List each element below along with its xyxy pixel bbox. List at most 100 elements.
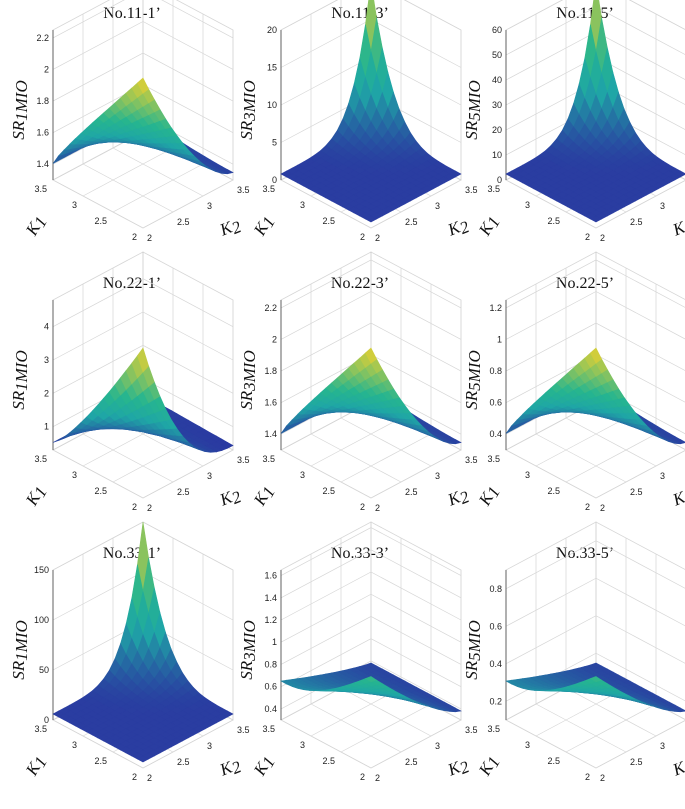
k2-tick-label: 3.5 [465, 725, 478, 735]
k1-axis-label: K1 [475, 752, 504, 781]
k1-tick-label: 2 [360, 232, 365, 242]
k2-tick-label: 3 [660, 741, 665, 751]
k1-axis-label: K1 [250, 482, 279, 511]
z-tick-label: 1.6 [264, 571, 277, 581]
z-tick-label: 0.4 [264, 704, 277, 714]
surface-mesh [53, 522, 233, 762]
z-tick-label: 1 [497, 334, 502, 344]
k1-tick-label: 2 [585, 232, 590, 242]
k2-axis-label: K2 [444, 214, 472, 242]
k1-tick-label: 2.5 [322, 756, 335, 766]
surface-mesh [506, 348, 685, 444]
k1-tick-label: 3.5 [34, 724, 47, 734]
surface-panel: No.33-1’05010015022.533.522.533.5SR1MIOK… [9, 522, 250, 783]
z-axis-label: SR5MIO [462, 620, 484, 680]
k2-tick-label: 2.5 [405, 757, 418, 767]
z-tick-label: 0.8 [489, 366, 502, 376]
surface-mesh [281, 348, 461, 444]
z-tick-label: 1.2 [264, 615, 277, 625]
k1-tick-label: 3 [72, 200, 77, 210]
k2-tick-label: 2 [147, 233, 152, 243]
z-ticks: 0.20.40.60.8 [489, 584, 502, 707]
chart-title: No.11-1’ [103, 5, 161, 22]
axes-grid [281, 522, 461, 768]
z-tick-label: 40 [492, 75, 502, 85]
k2-axis-label: K2 [216, 484, 244, 512]
surface-panel: No.33-5’0.20.40.60.822.533.522.533.5SR5M… [462, 522, 685, 783]
surface-mesh [281, 0, 461, 222]
k2-tick-label: 2.5 [177, 487, 190, 497]
k2-tick-label: 3 [660, 201, 665, 211]
z-ticks: 0.40.60.811.2 [489, 303, 502, 439]
z-tick-label: 1.6 [36, 128, 49, 138]
k2-tick-label: 3 [207, 471, 212, 481]
z-tick-label: 2 [44, 64, 49, 74]
k1-tick-label: 3.5 [262, 724, 275, 734]
k1-tick-label: 2 [132, 232, 137, 242]
k2-tick-label: 2 [147, 503, 152, 513]
k2-tick-label: 2 [375, 773, 380, 783]
k2-tick-label: 3 [207, 741, 212, 751]
z-tick-label: 1.2 [489, 303, 502, 313]
z-axis-label: SR3MIO [237, 80, 259, 140]
surface-mesh [281, 663, 461, 712]
k2-tick-label: 3 [435, 201, 440, 211]
z-tick-label: 2 [272, 334, 277, 344]
k1-tick-label: 3 [525, 740, 530, 750]
k2-tick-label: 2.5 [177, 217, 190, 227]
k1-axis-label: K1 [250, 212, 279, 241]
k1-tick-label: 3 [525, 470, 530, 480]
z-ticks: 1.41.61.822.2 [264, 303, 277, 439]
surface-mesh [506, 0, 685, 222]
k1-tick-label: 3 [72, 740, 77, 750]
z-axis-label: SR1MIO [9, 620, 31, 680]
z-tick-label: 1 [272, 637, 277, 647]
chart-title: No.22-5’ [556, 275, 614, 292]
surface-panel: No.33-3’0.40.60.811.21.41.622.533.522.53… [237, 522, 478, 783]
z-tick-label: 1.8 [264, 366, 277, 376]
k1-tick-label: 3 [300, 200, 305, 210]
chart-title: No.11-3’ [331, 5, 389, 22]
surface-panel: No.11-5’010203040506022.533.522.533.5SR5… [462, 0, 685, 243]
k1-ticks: 22.533.5 [487, 724, 590, 782]
z-tick-label: 1.4 [264, 429, 277, 439]
k2-tick-label: 3 [435, 741, 440, 751]
k2-axis-label: K2 [216, 214, 244, 242]
z-tick-label: 150 [34, 565, 49, 575]
k2-tick-label: 2.5 [630, 217, 643, 227]
k1-ticks: 22.533.5 [262, 724, 365, 782]
k1-ticks: 22.533.5 [34, 454, 137, 512]
z-tick-label: 50 [39, 665, 49, 675]
k1-tick-label: 3.5 [34, 454, 47, 464]
z-axis-label: SR1MIO [9, 350, 31, 410]
k2-tick-label: 3.5 [465, 455, 478, 465]
z-axis-label: SR1MIO [9, 80, 31, 140]
chart-title: No.33-5’ [556, 545, 614, 562]
k1-tick-label: 2 [360, 772, 365, 782]
k2-tick-label: 2 [600, 503, 605, 513]
k2-axis-label: K2 [444, 484, 472, 512]
k2-tick-label: 2.5 [405, 487, 418, 497]
z-tick-label: 60 [492, 25, 502, 35]
z-tick-label: 0.6 [489, 621, 502, 631]
k1-axis-label: K1 [475, 212, 504, 241]
k1-axis-label: K1 [475, 482, 504, 511]
k1-tick-label: 3.5 [487, 454, 500, 464]
surface-panel: No.22-3’1.41.61.822.222.533.522.533.5SR3… [237, 252, 478, 513]
k1-tick-label: 2.5 [547, 756, 560, 766]
k1-tick-label: 2.5 [94, 216, 107, 226]
z-ticks: 0.40.60.811.21.41.6 [264, 571, 277, 714]
chart-title: No.33-3’ [331, 545, 389, 562]
k1-tick-label: 3.5 [262, 454, 275, 464]
k2-tick-label: 2.5 [177, 757, 190, 767]
z-tick-label: 1.4 [264, 593, 277, 603]
z-tick-label: 2 [44, 388, 49, 398]
k2-tick-label: 2 [600, 233, 605, 243]
z-tick-label: 0.2 [489, 696, 502, 706]
k2-tick-label: 3.5 [237, 185, 250, 195]
k2-tick-label: 3.5 [237, 455, 250, 465]
